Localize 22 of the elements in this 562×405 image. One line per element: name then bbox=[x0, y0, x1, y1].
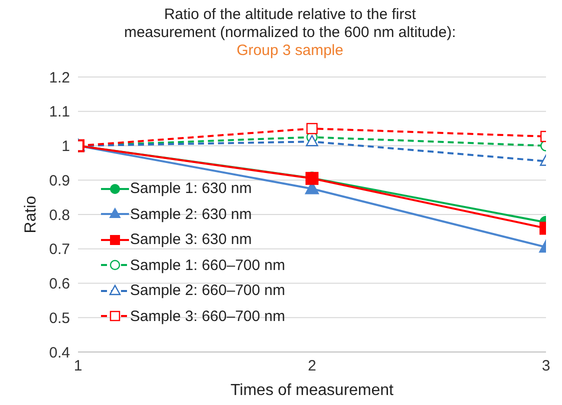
legend-label: Sample 2: 660–700 nm bbox=[130, 282, 286, 300]
x-axis-title: Times of measurement bbox=[230, 382, 394, 399]
legend-label: Sample 3: 630 nm bbox=[130, 231, 252, 248]
y-axis-title: Ratio bbox=[22, 196, 40, 234]
y-tick-label: 1.2 bbox=[49, 69, 70, 86]
y-tick-label: 0.7 bbox=[49, 241, 70, 258]
y-tick-label: 0.4 bbox=[49, 344, 70, 362]
y-tick-label: 1 bbox=[62, 138, 70, 156]
legend-label: Sample 1: 630 nm bbox=[130, 180, 252, 198]
y-tick-label: 0.8 bbox=[49, 206, 70, 224]
chart-title: Ratio of the altitude relative to the first measurement (normalized to the 600 nm altitude): bbox=[123, 6, 457, 42]
x-tick-label: 1 bbox=[74, 358, 82, 375]
chart-subtitle: Group 3 sample bbox=[236, 42, 344, 60]
y-tick-label: 1.1 bbox=[49, 104, 70, 121]
y-tick-label: 0.5 bbox=[49, 310, 70, 327]
x-tick-label: 2 bbox=[308, 358, 316, 375]
y-tick-label: 0.9 bbox=[49, 172, 70, 190]
legend-label: Sample 2: 630 nm bbox=[130, 206, 252, 223]
y-tick-label: 0.6 bbox=[49, 276, 70, 293]
legend-label: Sample 1: 660–700 nm bbox=[130, 256, 286, 274]
legend-label: Sample 3: 660–700 nm bbox=[130, 308, 286, 325]
x-tick-label: 3 bbox=[542, 358, 550, 375]
